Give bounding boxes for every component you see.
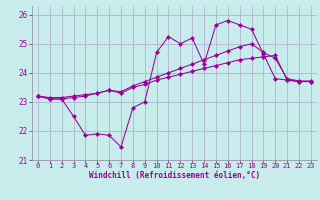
X-axis label: Windchill (Refroidissement éolien,°C): Windchill (Refroidissement éolien,°C): [89, 171, 260, 180]
